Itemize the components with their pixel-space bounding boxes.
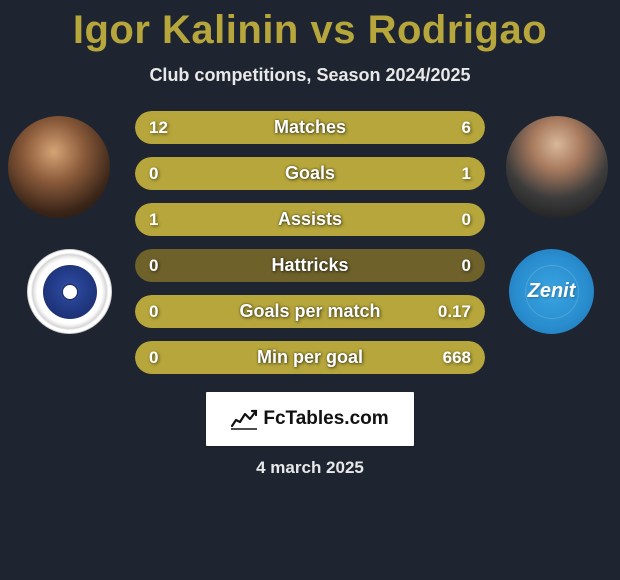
- stat-row: 0Goals per match0.17: [135, 295, 485, 328]
- club-left-crest-icon: [43, 265, 97, 319]
- club-left-badge: [27, 249, 112, 334]
- branding-text: FcTables.com: [263, 408, 388, 430]
- stat-row: 1Assists0: [135, 203, 485, 236]
- stat-row: 12Matches6: [135, 111, 485, 144]
- stat-label: Goals: [135, 157, 485, 190]
- page-subtitle: Club competitions, Season 2024/2025: [0, 65, 620, 86]
- stat-label: Assists: [135, 203, 485, 236]
- stats-bars: 12Matches60Goals11Assists00Hattricks00Go…: [135, 111, 485, 387]
- player-left-avatar: [8, 116, 110, 218]
- branding-badge: FcTables.com: [206, 392, 414, 446]
- stat-right-value: 6: [462, 111, 471, 144]
- player-right-avatar: [506, 116, 608, 218]
- club-right-crest-icon: Zenit: [528, 280, 576, 303]
- stat-right-value: 0.17: [438, 295, 471, 328]
- stat-row: 0Hattricks0: [135, 249, 485, 282]
- stat-row: 0Min per goal668: [135, 341, 485, 374]
- stat-row: 0Goals1: [135, 157, 485, 190]
- stat-label: Matches: [135, 111, 485, 144]
- stat-right-value: 1: [462, 157, 471, 190]
- stat-label: Hattricks: [135, 249, 485, 282]
- stat-label: Goals per match: [135, 295, 485, 328]
- stat-label: Min per goal: [135, 341, 485, 374]
- club-right-badge: Zenit: [509, 249, 594, 334]
- footer-date: 4 march 2025: [0, 458, 620, 478]
- stat-right-value: 668: [443, 341, 471, 374]
- stat-right-value: 0: [462, 249, 471, 282]
- stat-right-value: 0: [462, 203, 471, 236]
- page-title: Igor Kalinin vs Rodrigao: [0, 0, 620, 53]
- fctables-logo-icon: [231, 408, 257, 430]
